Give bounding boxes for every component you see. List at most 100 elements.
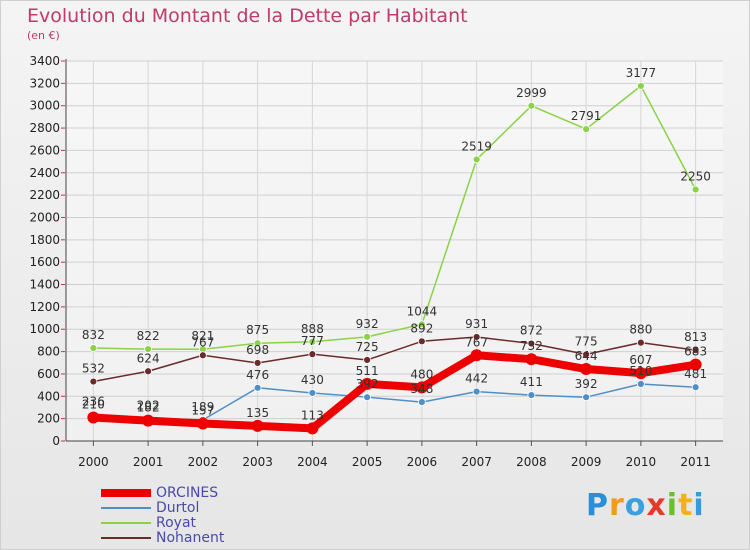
data-point-nohanent [144, 367, 153, 376]
data-label-royat: 2791 [571, 109, 602, 123]
legend-label: ORCINES [156, 485, 219, 501]
data-label-orcines: 683 [684, 345, 707, 359]
data-point-orcines [634, 367, 647, 380]
logo-letter: P [586, 488, 609, 523]
proxiti-logo: Proxiti [586, 488, 705, 523]
data-point-royat [691, 185, 700, 194]
data-label-royat: 875 [246, 323, 269, 337]
data-label-nohanent: 725 [356, 340, 379, 354]
data-label-nohanent: 775 [575, 334, 598, 348]
data-point-nohanent [527, 339, 536, 348]
data-point-orcines [142, 414, 155, 427]
y-tick-label: 600 [37, 367, 60, 381]
legend-swatch [101, 489, 151, 497]
data-point-orcines [470, 349, 483, 362]
data-point-nohanent [636, 338, 645, 347]
data-point-nohanent [253, 359, 262, 367]
logo-letter: r [609, 488, 625, 523]
x-tick-label: 2004 [297, 455, 328, 469]
logo-letter: o [624, 488, 647, 523]
data-point-orcines [87, 411, 100, 424]
data-label-nohanent: 532 [82, 362, 105, 376]
data-label-royat: 2250 [680, 170, 711, 184]
x-tick-label: 2010 [626, 455, 657, 469]
data-point-durtol [253, 383, 262, 392]
y-tick-label: 2200 [29, 188, 60, 202]
data-label-orcines: 210 [82, 398, 105, 412]
data-point-orcines [525, 353, 538, 366]
x-tick-label: 2006 [407, 455, 438, 469]
x-tick-label: 2000 [78, 455, 109, 469]
data-point-royat [308, 337, 317, 346]
data-point-nohanent [89, 377, 98, 386]
data-point-orcines [580, 363, 593, 376]
data-point-durtol [363, 393, 372, 402]
logo-letter: x [646, 488, 667, 523]
data-label-orcines: 480 [410, 367, 433, 381]
x-tick-label: 2005 [352, 455, 383, 469]
data-point-orcines [306, 422, 319, 435]
series-line-nohanent [92, 336, 697, 383]
data-label-durtol: 392 [356, 377, 379, 391]
data-label-nohanent: 880 [629, 323, 652, 337]
data-point-nohanent [198, 351, 207, 360]
x-tick-label: 2007 [461, 455, 492, 469]
data-label-durtol: 481 [684, 367, 707, 381]
data-label-durtol: 392 [575, 377, 598, 391]
legend-label: Durtol [156, 500, 200, 516]
data-point-nohanent [582, 350, 591, 359]
data-label-royat: 1044 [407, 304, 438, 318]
data-label-orcines: 157 [191, 403, 214, 417]
x-tick-label: 2009 [571, 455, 602, 469]
data-point-orcines [415, 381, 428, 394]
data-point-royat [527, 101, 536, 110]
x-tick-label: 2008 [516, 455, 547, 469]
data-label-royat: 821 [191, 329, 214, 343]
data-label-orcines: 113 [301, 408, 324, 422]
data-label-royat: 932 [356, 317, 379, 331]
x-tick-label: 2003 [242, 455, 273, 469]
series-line-orcines [89, 351, 700, 433]
data-label-nohanent: 698 [246, 343, 269, 357]
legend-swatch [101, 507, 151, 509]
x-tick-label: 2011 [680, 455, 711, 469]
y-tick-label: 2600 [29, 143, 60, 157]
y-tick-label: 3000 [29, 99, 60, 113]
chart-title: Evolution du Montant de la Dette par Hab… [27, 5, 468, 27]
data-label-orcines: 607 [629, 353, 652, 367]
data-point-orcines [196, 417, 209, 430]
data-point-durtol [308, 389, 317, 397]
data-label-durtol: 476 [246, 368, 269, 382]
data-label-durtol: 202 [137, 398, 160, 412]
data-label-durtol: 510 [629, 364, 652, 378]
legend-swatch [101, 537, 151, 539]
y-tick-label: 3200 [29, 76, 60, 90]
data-label-nohanent: 892 [410, 321, 433, 335]
data-point-durtol [691, 383, 700, 392]
data-point-orcines [689, 358, 702, 371]
data-point-royat [582, 125, 591, 133]
data-point-nohanent [308, 350, 317, 359]
legend-label: Nohanent [156, 530, 225, 546]
logo-letter: i [666, 488, 679, 523]
data-label-orcines: 135 [246, 406, 269, 420]
y-tick-label: 1600 [29, 255, 60, 269]
data-point-nohanent [691, 346, 700, 355]
y-tick-label: 2400 [29, 166, 60, 180]
y-tick-label: 200 [37, 412, 60, 426]
data-point-royat [417, 320, 426, 329]
data-point-durtol [527, 391, 536, 399]
unit-label: (en €) [27, 29, 60, 42]
data-label-nohanent: 777 [301, 334, 324, 348]
y-tick-label: 0 [52, 434, 60, 448]
data-label-nohanent: 931 [465, 317, 488, 331]
data-label-royat: 2519 [461, 139, 492, 153]
logo-letter: t [678, 488, 694, 523]
data-label-durtol: 430 [301, 373, 324, 387]
y-tick-label: 1000 [29, 322, 60, 336]
data-point-nohanent [417, 337, 426, 346]
data-point-royat [253, 339, 262, 348]
data-point-orcines [251, 419, 264, 432]
